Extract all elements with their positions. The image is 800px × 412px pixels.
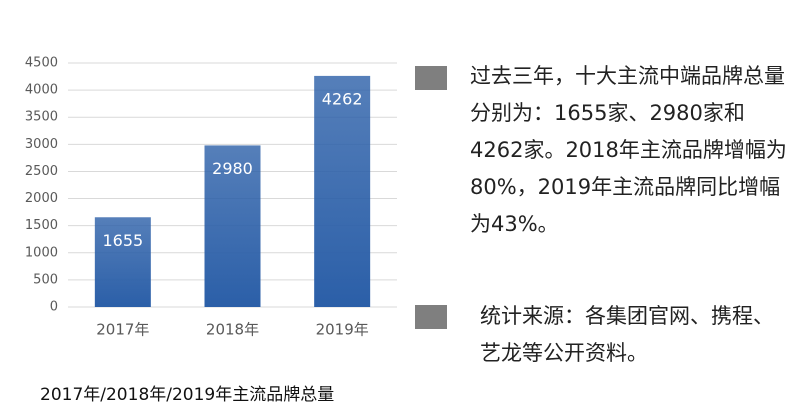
y-tick-label: 2500 [25, 164, 58, 179]
y-tick-label: 2000 [25, 191, 58, 206]
y-tick-label: 1000 [25, 245, 58, 260]
y-tick-label: 4000 [25, 83, 58, 98]
y-tick-label: 1500 [25, 218, 58, 233]
note: 统计来源：各集团官网、携程、艺龙等公开资料。 [480, 304, 774, 365]
bar [94, 217, 151, 307]
x-tick-label: 2018年 [206, 321, 259, 339]
x-tick-label: 2017年 [96, 321, 149, 339]
y-tick-label: 4500 [25, 56, 58, 71]
data-label: 2980 [212, 159, 253, 178]
y-tick-label: 3500 [25, 110, 58, 125]
y-tick-label: 0 [50, 300, 58, 315]
data-label: 1655 [102, 231, 143, 250]
bullet [415, 66, 447, 90]
chart-title: 2017年/2018年/2019年主流品牌总量 [40, 385, 334, 405]
data-label: 4262 [322, 89, 363, 108]
note: 过去三年，十大主流中端品牌总量分别为：1655家、2980家和4262家。201… [470, 64, 787, 236]
x-tick-label: 2019年 [316, 321, 369, 339]
y-tick-label: 3000 [25, 137, 58, 152]
bullet [415, 305, 447, 329]
bar [204, 145, 261, 307]
bar [314, 75, 371, 307]
y-tick-label: 500 [33, 272, 58, 287]
